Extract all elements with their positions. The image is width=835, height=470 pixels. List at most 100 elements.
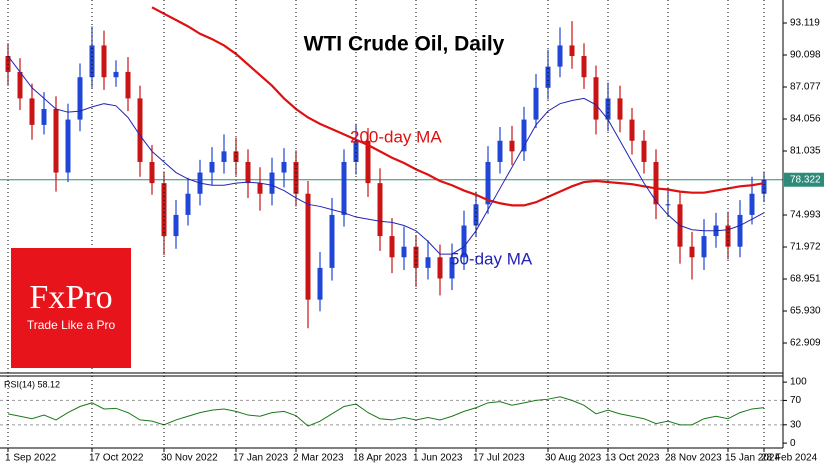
candle-body <box>245 161 251 184</box>
candle-body <box>629 119 635 141</box>
y-tick-label: 74.993 <box>790 210 821 221</box>
candle-body <box>473 204 479 226</box>
candle-body <box>53 108 59 173</box>
candle-body <box>593 77 599 120</box>
last-price-box <box>784 172 824 187</box>
candle-body <box>5 56 11 72</box>
candle-body <box>185 193 191 215</box>
logo-box <box>11 248 131 368</box>
ma-line <box>151 6 765 207</box>
rsi-label: RSI(14) 58.12 <box>4 379 60 389</box>
candle-body <box>641 140 647 162</box>
y-tick-label: 84.056 <box>790 114 821 125</box>
candle-body <box>269 172 275 194</box>
y-tick-label: 62.909 <box>790 338 821 349</box>
x-tick-label: 2 Mar 2023 <box>293 453 344 464</box>
candle-body <box>41 108 47 125</box>
candle-body <box>485 161 491 205</box>
x-tick-label: 28 Nov 2023 <box>665 453 722 464</box>
candle-body <box>353 140 359 162</box>
y-tick-label: 68.951 <box>790 274 821 285</box>
y-tick-label: 71.972 <box>790 242 821 253</box>
candle-body <box>317 267 323 300</box>
candle-body <box>161 183 167 237</box>
logo-text: FxPro <box>29 279 112 316</box>
candle-body <box>329 214 335 268</box>
candle-body <box>509 140 515 152</box>
candle-body <box>545 66 551 88</box>
candle-body <box>125 71 131 99</box>
x-tick-label: 30 Aug 2023 <box>545 453 602 464</box>
x-tick-label: 1 Sep 2022 <box>5 453 57 464</box>
candle-body <box>377 183 383 237</box>
candle-body <box>149 161 155 184</box>
candle-body <box>761 179 767 194</box>
candle-body <box>449 257 455 279</box>
x-tick-label: 1 Jun 2023 <box>413 453 463 464</box>
candle-body <box>113 71 119 78</box>
candle-body <box>305 193 311 300</box>
x-tick-label: 13 Oct 2023 <box>605 453 660 464</box>
candle-body <box>221 151 227 162</box>
x-tick-label: 18 Apr 2023 <box>353 453 407 464</box>
candle-body <box>701 236 707 258</box>
y-tick-label: 65.930 <box>790 306 821 317</box>
candle-body <box>173 214 179 237</box>
y-tick-label: 81.035 <box>790 146 821 157</box>
candle-body <box>365 140 371 184</box>
candle-body <box>17 71 23 99</box>
candle-body <box>29 98 35 125</box>
candle-body <box>569 45 575 57</box>
x-tick-label: 15 Jan 2024 <box>725 453 780 464</box>
y-tick-label: 90.098 <box>790 50 821 61</box>
candle-body <box>425 257 431 268</box>
candle-body <box>617 98 623 120</box>
candle-body <box>293 161 299 194</box>
y-tick-label: 93.119 <box>790 18 820 29</box>
x-tick-label: 17 Jul 2023 <box>473 453 525 464</box>
rsi-pane <box>0 396 783 427</box>
candle-body <box>209 161 215 173</box>
candle-body <box>653 161 659 205</box>
y-tick-label: 70 <box>790 395 802 406</box>
candle-body <box>389 236 395 258</box>
candle-body <box>77 77 83 120</box>
candle-body <box>437 257 443 279</box>
candle-body <box>581 56 587 78</box>
rsi-line <box>7 396 765 427</box>
x-tick-label: 28 Feb 2024 <box>761 453 818 464</box>
candle-body <box>281 161 287 173</box>
axes: 1 Sep 2022 17 Oct 2022 30 Nov 2022 17 Jan 2… <box>0 0 824 464</box>
ma-line <box>7 55 765 255</box>
y-tick-label: 0 <box>790 438 796 449</box>
candle-body <box>413 246 419 268</box>
series-label: 200-day MA <box>350 127 442 146</box>
candle-body <box>521 119 527 152</box>
candle-body <box>533 87 539 120</box>
candle-body <box>557 45 563 67</box>
last-price-label: 78.322 <box>790 174 821 185</box>
y-tick-label: 100 <box>790 377 807 388</box>
candle-body <box>89 45 95 78</box>
candle-body <box>101 45 107 78</box>
candle-body <box>749 193 755 215</box>
x-tick-label: 17 Jan 2023 <box>233 453 288 464</box>
candle-body <box>461 225 467 258</box>
candle-body <box>737 214 743 247</box>
candle-body <box>137 98 143 162</box>
y-tick-label: 30 <box>790 419 802 430</box>
x-tick-label: 30 Nov 2022 <box>161 453 218 464</box>
candle-body <box>257 183 263 194</box>
series-label: 50-day MA <box>450 249 533 268</box>
chart-title: WTI Crude Oil, Daily <box>304 33 505 56</box>
candle-body <box>401 246 407 258</box>
candle-body <box>497 140 503 162</box>
logo-tagline: Trade Like a Pro <box>27 318 116 332</box>
price-pane <box>0 6 783 329</box>
y-tick-label: 87.077 <box>790 82 821 93</box>
candle-body <box>341 161 347 215</box>
candle-body <box>65 119 71 173</box>
x-tick-label: 17 Oct 2022 <box>89 453 144 464</box>
